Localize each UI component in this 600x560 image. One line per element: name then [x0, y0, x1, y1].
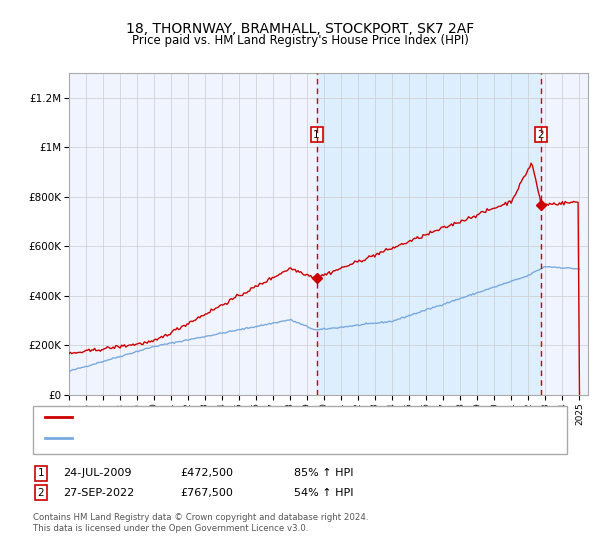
Text: 18, THORNWAY, BRAMHALL, STOCKPORT, SK7 2AF (detached house): 18, THORNWAY, BRAMHALL, STOCKPORT, SK7 2…	[77, 412, 412, 422]
Text: 24-JUL-2009: 24-JUL-2009	[63, 468, 131, 478]
Text: 2: 2	[538, 130, 544, 140]
Text: 27-SEP-2022: 27-SEP-2022	[63, 488, 134, 498]
Text: 2: 2	[37, 488, 44, 498]
Text: Price paid vs. HM Land Registry's House Price Index (HPI): Price paid vs. HM Land Registry's House …	[131, 34, 469, 46]
Text: 54% ↑ HPI: 54% ↑ HPI	[294, 488, 353, 498]
Bar	[317, 73, 541, 395]
Text: 18, THORNWAY, BRAMHALL, STOCKPORT, SK7 2AF: 18, THORNWAY, BRAMHALL, STOCKPORT, SK7 2…	[126, 22, 474, 36]
Text: 1: 1	[37, 468, 44, 478]
Text: 1: 1	[313, 130, 320, 140]
Text: £472,500: £472,500	[180, 468, 233, 478]
Text: This data is licensed under the Open Government Licence v3.0.: This data is licensed under the Open Gov…	[33, 524, 308, 533]
Text: HPI: Average price, detached house, Stockport: HPI: Average price, detached house, Stoc…	[77, 433, 305, 443]
Text: Contains HM Land Registry data © Crown copyright and database right 2024.: Contains HM Land Registry data © Crown c…	[33, 513, 368, 522]
Text: 85% ↑ HPI: 85% ↑ HPI	[294, 468, 353, 478]
Text: £767,500: £767,500	[180, 488, 233, 498]
